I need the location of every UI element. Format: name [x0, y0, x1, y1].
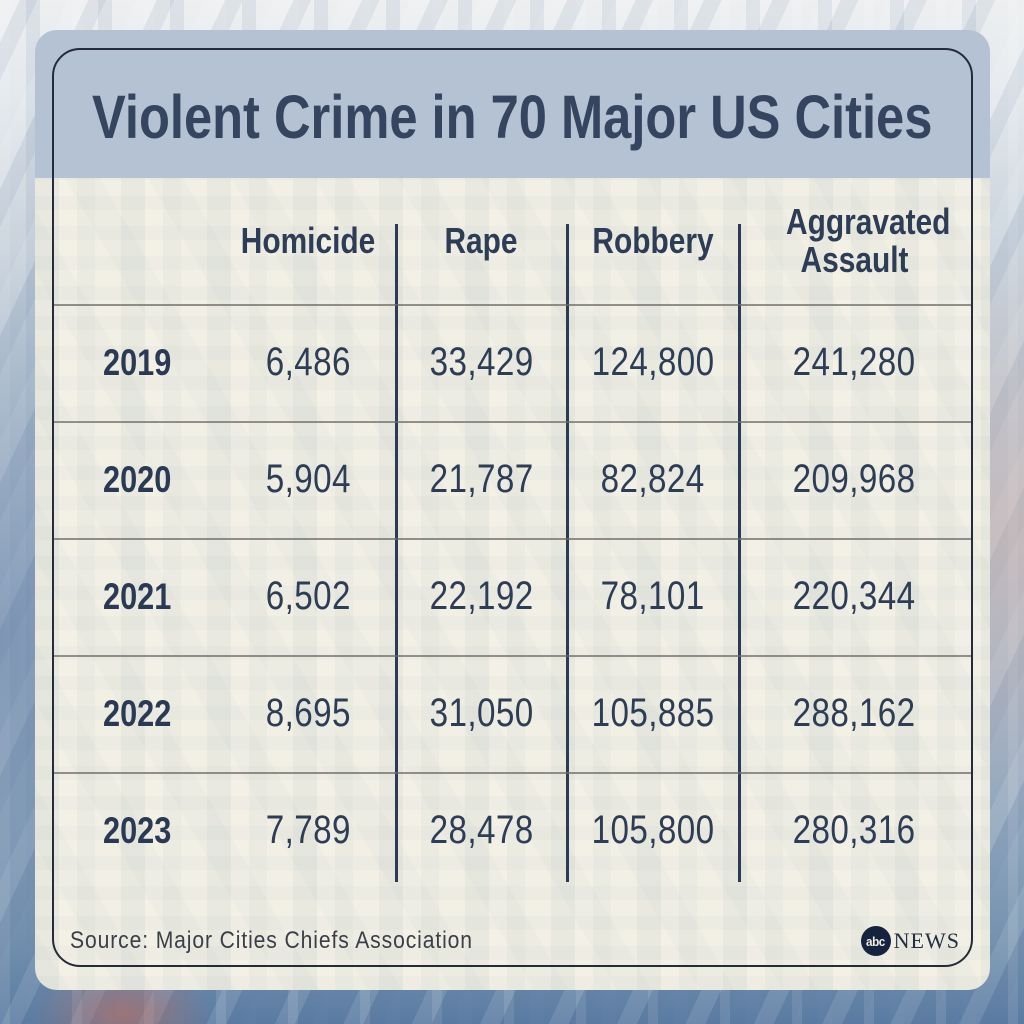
cell-2019-rape: 33,429 — [429, 340, 534, 384]
cell-2020-homicide: 5,904 — [265, 457, 352, 501]
header-spacer — [52, 178, 222, 304]
crime-table: Homicide Rape Robbery Aggravated Assault… — [52, 178, 971, 889]
cell-2023-aggravated-assault: 280,316 — [793, 808, 916, 852]
column-header-homicide: Homicide — [241, 220, 376, 261]
page-title: Violent Crime in 70 Major US Cities — [92, 83, 933, 151]
cell-2021-aggravated-assault: 220,344 — [793, 574, 916, 618]
cell-2022-homicide: 8,695 — [265, 691, 352, 735]
row-divider-3 — [52, 655, 971, 657]
row-divider-header — [52, 304, 971, 306]
row-year-2019: 2019 — [102, 341, 172, 383]
cell-2023-rape: 28,478 — [429, 808, 534, 852]
cell-2021-rape: 22,192 — [429, 574, 534, 618]
row-year-2020: 2020 — [102, 458, 172, 500]
column-header-robbery: Robbery — [592, 220, 714, 261]
row-divider-2 — [52, 538, 971, 540]
cell-2022-robbery: 105,885 — [591, 691, 715, 735]
title-band: Violent Crime in 70 Major US Cities — [35, 30, 990, 178]
cell-2019-robbery: 124,800 — [591, 340, 715, 384]
cell-2021-robbery: 78,101 — [600, 574, 706, 618]
cell-2020-robbery: 82,824 — [600, 457, 706, 501]
row-divider-4 — [52, 772, 971, 774]
row-divider-1 — [52, 421, 971, 423]
card-footer: Source: Major Cities Chiefs Association … — [70, 915, 960, 967]
abc-news-logo: abc NEWS — [860, 926, 960, 956]
column-header-aggravated-assault: Aggravated Assault — [786, 200, 951, 280]
cell-2020-aggravated-assault: 209,968 — [793, 457, 916, 501]
column-header-rape: Rape — [444, 220, 519, 261]
row-year-2022: 2022 — [102, 692, 172, 734]
source-credit: Source: Major Cities Chiefs Association — [70, 927, 473, 954]
cell-2021-homicide: 6,502 — [265, 574, 352, 618]
row-year-2023: 2023 — [102, 809, 172, 851]
news-wordmark: NEWS — [893, 928, 960, 953]
cell-2023-homicide: 7,789 — [265, 808, 352, 852]
cell-2023-robbery: 105,800 — [591, 808, 715, 852]
abc-logo-icon: abc — [860, 926, 891, 956]
infographic-card: Violent Crime in 70 Major US Cities Homi… — [35, 30, 990, 990]
cell-2022-aggravated-assault: 288,162 — [793, 691, 916, 735]
cell-2019-homicide: 6,486 — [265, 340, 352, 384]
cell-2019-aggravated-assault: 241,280 — [793, 340, 916, 384]
cell-2022-rape: 31,050 — [429, 691, 534, 735]
cell-2020-rape: 21,787 — [429, 457, 534, 501]
column-divider-2 — [566, 224, 569, 882]
column-divider-1 — [395, 224, 398, 882]
column-divider-3 — [738, 224, 741, 882]
row-year-2021: 2021 — [102, 575, 172, 617]
